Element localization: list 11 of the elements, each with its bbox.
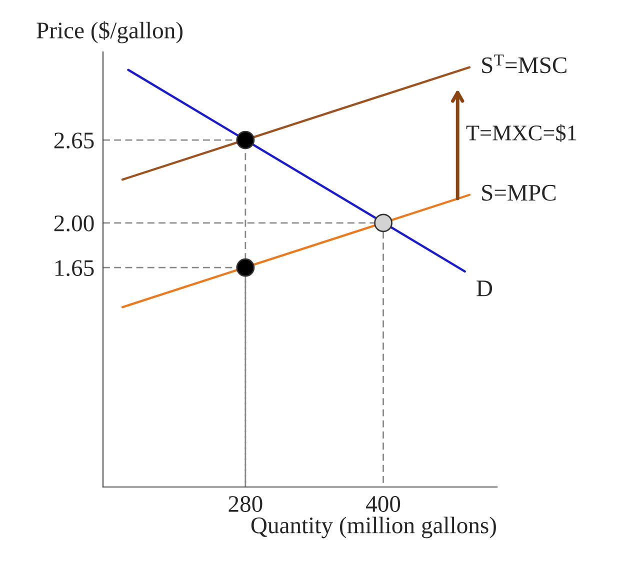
y-tick-label: 1.65 [55,260,94,276]
y-tick-label: 2.00 [54,215,94,232]
annotation: T=MXC=$1 [466,124,576,142]
x-axis-title: Quantity (million gallons) [251,516,496,538]
series-label: D [476,280,492,296]
series-label: S=MPC [482,184,556,201]
y-axis-title: Price ($/gallon) [36,21,183,44]
x-tick-label: 280 [228,496,262,512]
y-tick-label: 2.65 [54,132,94,149]
x-tick-label: 400 [366,496,400,512]
series-label: S$^{T}$=MSC [482,54,566,74]
